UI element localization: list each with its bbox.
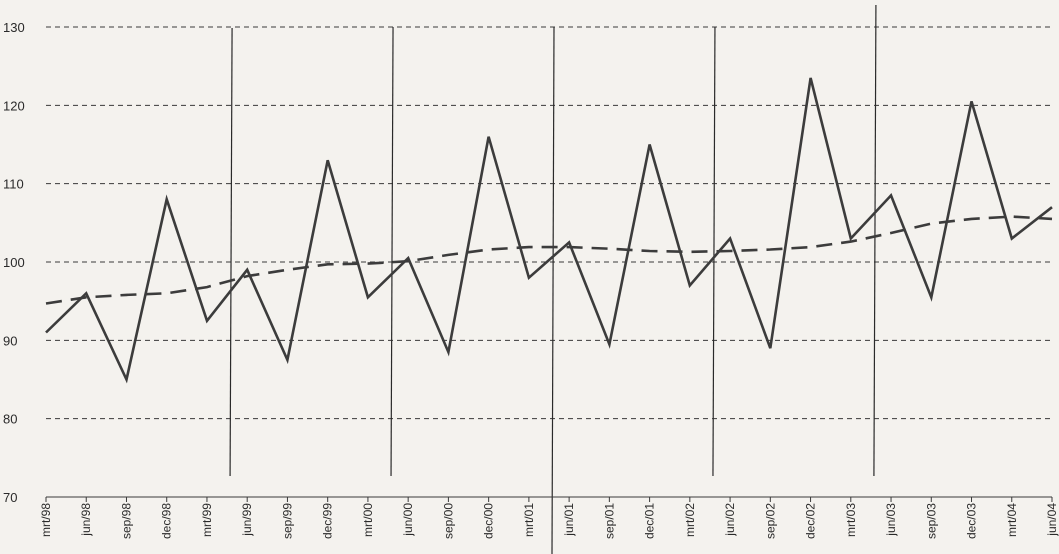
vertical-markers (229, 4, 877, 554)
y-tick-label-80: 80 (3, 412, 17, 427)
x-tick-label: jun/01 (562, 503, 576, 537)
x-tick-label: dec/02 (804, 503, 818, 539)
y-tick-labels: 70 80 90 100 110 120 130 (3, 20, 25, 505)
vertical-marker-line (712, 26, 716, 477)
x-tick-label: mrt/03 (844, 503, 858, 537)
vertical-marker-line (229, 27, 233, 477)
gridlines (46, 26, 1052, 420)
x-tick-label: mrt/98 (39, 503, 53, 537)
vertical-marker-line (551, 26, 555, 554)
y-tick-label-70: 70 (3, 490, 17, 505)
vertical-marker-line (873, 4, 877, 477)
index-line (45, 77, 1053, 384)
trend-line (45, 215, 1053, 305)
y-tick-label-120: 120 (3, 98, 25, 113)
x-tick-label: dec/01 (643, 503, 657, 539)
x-tick-label: mrt/01 (522, 503, 536, 537)
x-tick-label: dec/03 (965, 503, 979, 539)
x-tick-label: dec/98 (160, 503, 174, 539)
x-tick-label: mrt/99 (200, 503, 214, 537)
x-tick-label: mrt/00 (361, 503, 375, 537)
x-tick-label: jun/02 (723, 503, 737, 537)
y-tick-label-100: 100 (3, 255, 25, 270)
y-tick-label-130: 130 (3, 20, 25, 35)
x-tick-label: sep/00 (441, 503, 455, 539)
vertical-marker-line (390, 26, 394, 477)
x-tick-label: jun/98 (79, 503, 93, 537)
x-tick-label: mrt/04 (1005, 503, 1019, 537)
x-tick-label: sep/99 (280, 503, 294, 539)
x-tick-label: dec/00 (482, 503, 496, 539)
series-lines (45, 77, 1053, 384)
x-tick-label: sep/01 (602, 503, 616, 539)
y-tick-label-110: 110 (3, 177, 24, 192)
x-tick-label: dec/99 (321, 503, 335, 539)
x-tick-labels: mrt/98 jun/98 sep/98 dec/98 mrt/99 jun/99 sep/… (39, 503, 1059, 539)
x-tick-label: sep/03 (924, 503, 938, 539)
x-tick-label: mrt/02 (683, 503, 697, 537)
x-tick-label: sep/98 (119, 503, 133, 539)
x-tick-label: jun/99 (240, 503, 254, 537)
x-axis (45, 496, 1053, 502)
x-tick-label: sep/02 (763, 503, 777, 539)
x-tick-label: jun/04 (1045, 503, 1059, 537)
y-tick-label-90: 90 (3, 333, 17, 348)
x-tick-label: jun/03 (884, 503, 898, 537)
x-tick-label: jun/00 (401, 503, 415, 537)
